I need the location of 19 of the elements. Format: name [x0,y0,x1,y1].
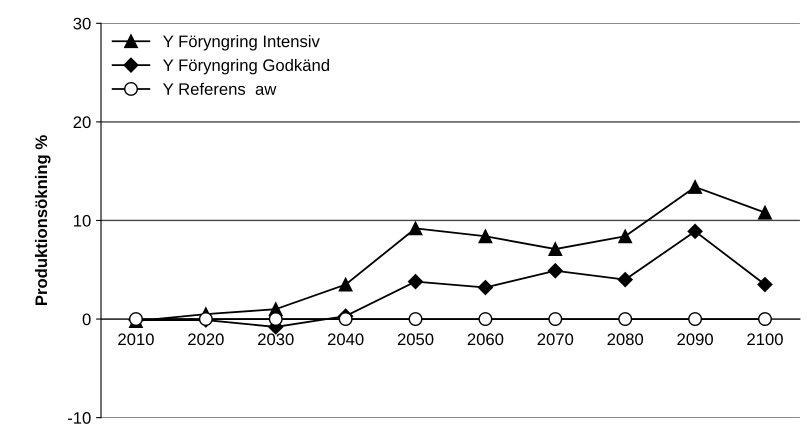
y-tick-label: 10 [74,214,91,227]
x-tick-label: 2010 [118,333,154,346]
x-tick-label: 2040 [328,333,364,346]
y-tick-label: 0 [82,313,91,326]
legend-label: Y Föryngring Intensiv [163,34,320,51]
x-tick-label: 2060 [468,333,504,346]
x-tick-label: 2020 [188,333,224,346]
legend-label: Y Referens aw [163,82,276,95]
y-tick-label: 30 [73,18,91,30]
y-tick-label: 20 [74,116,91,128]
x-tick-label: 2030 [258,333,294,346]
x-tick-label: 2070 [538,333,574,346]
x-tick-label: 2090 [677,333,713,346]
legend-label: Y Föryngring Godkänd [163,58,329,74]
x-tick-label: 2100 [747,333,783,346]
y-tick-label: -10 [68,412,91,424]
y-axis-title: Produktionsökning % [34,135,51,306]
x-tick-label: 2050 [398,333,434,346]
x-tick-label: 2080 [607,333,644,346]
